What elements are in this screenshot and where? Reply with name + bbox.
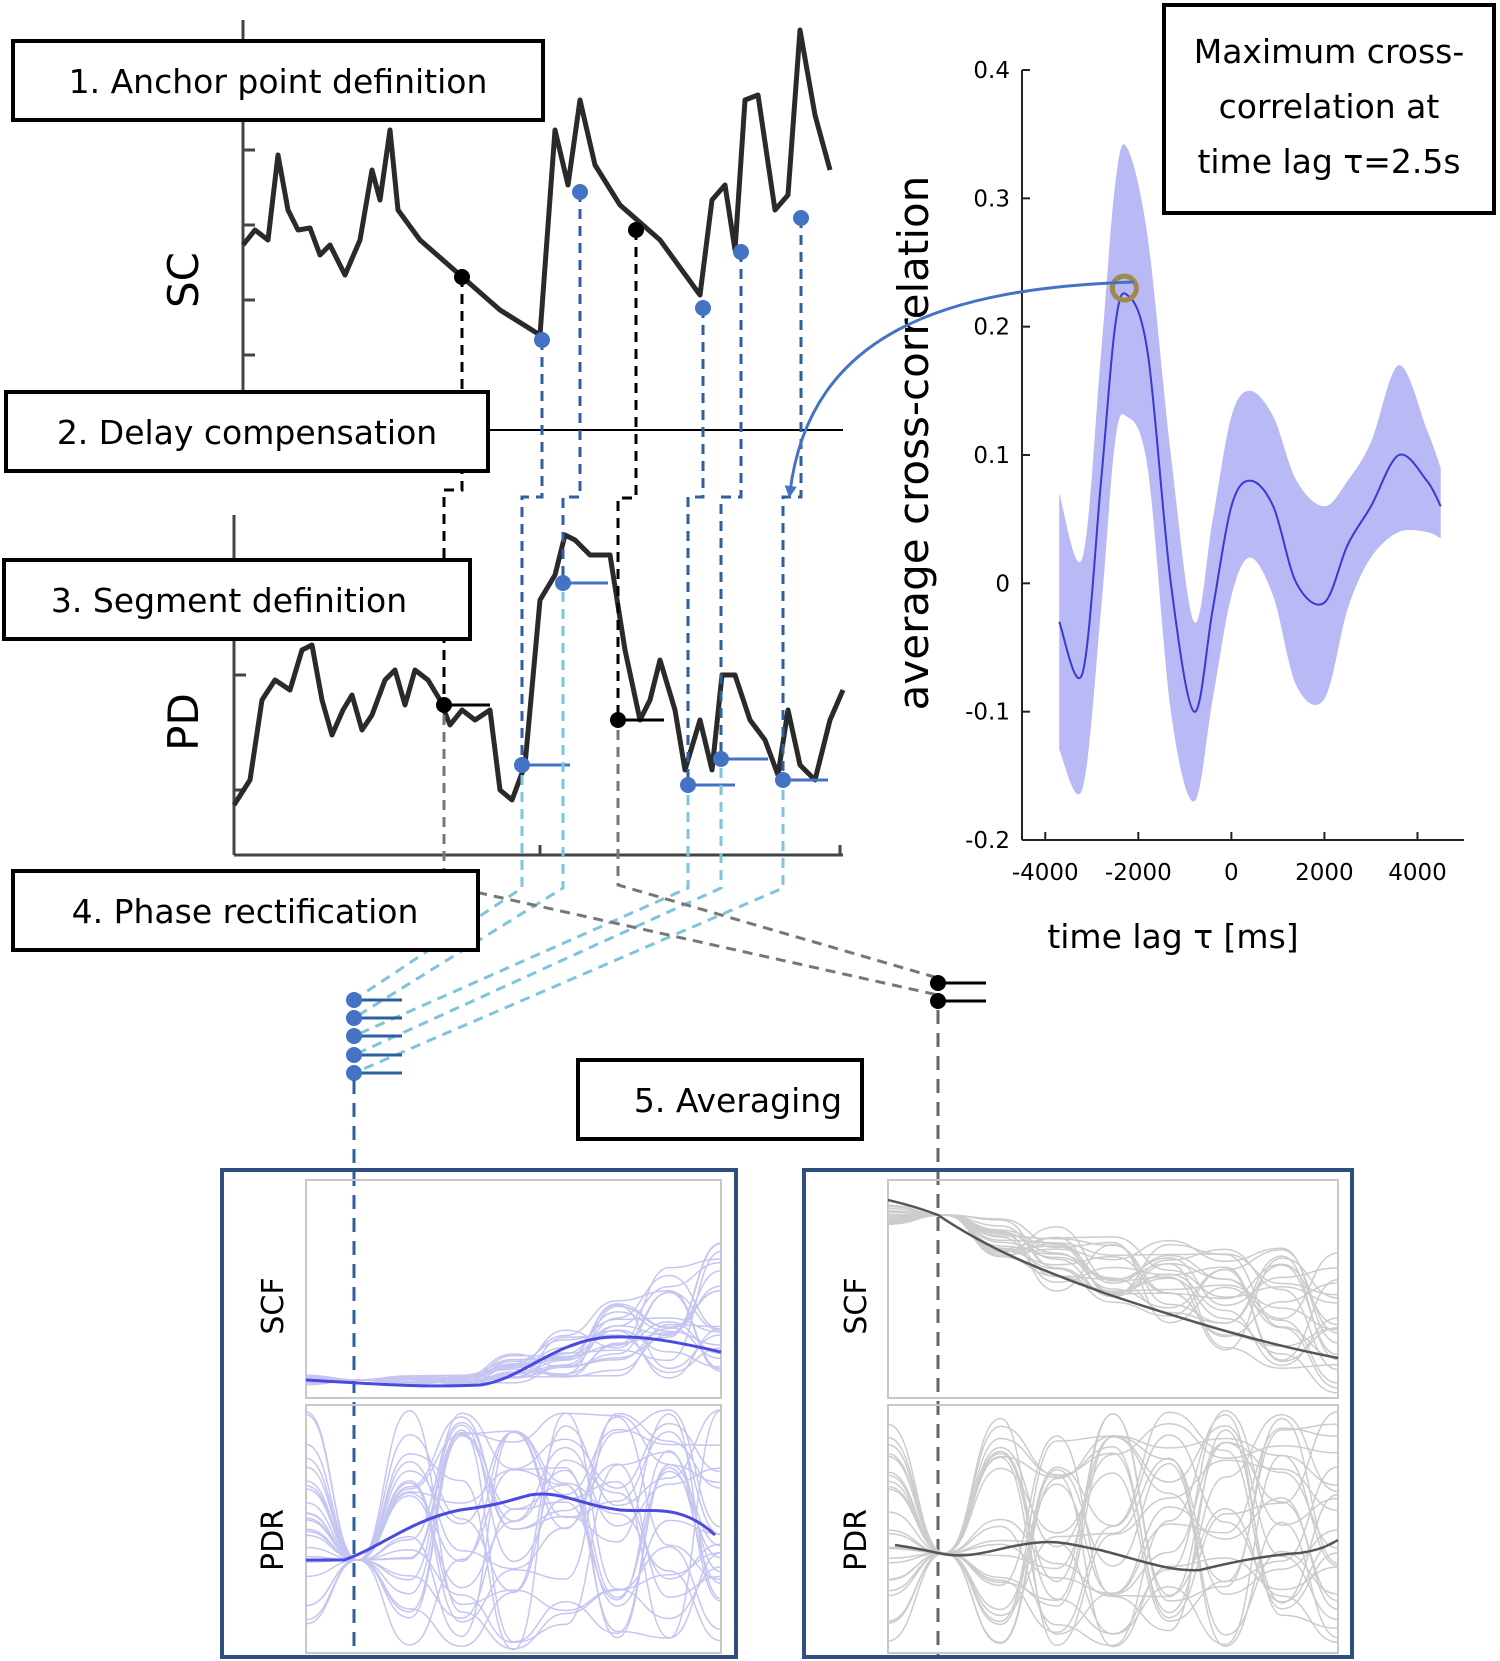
y-ticks: 0.4 0.3 0.2 0.1 0 -0.1 -0.2	[965, 58, 1030, 854]
trial-trace	[887, 1423, 1339, 1583]
trial-trace	[305, 1409, 722, 1639]
trial-trace	[887, 1214, 1339, 1361]
trial-trace	[305, 1451, 722, 1644]
sc-label: SC	[159, 252, 208, 308]
averaging-panel-blue: SCF PDR	[220, 1168, 738, 1659]
y-tick-label: 0	[995, 571, 1010, 597]
svg-text:5. Averaging: 5. Averaging	[634, 1081, 842, 1120]
svg-text:1. Anchor point definition: 1. Anchor point definition	[69, 62, 488, 101]
x-tick-label: -4000	[1012, 860, 1079, 886]
pdr-average-line	[306, 1492, 717, 1562]
trial-trace	[887, 1214, 1339, 1389]
svg-text:3. Segment definition: 3. Segment definition	[51, 581, 407, 620]
sc-signal-trace	[241, 27, 833, 338]
svg-text:4. Phase rectification: 4. Phase rectification	[72, 892, 419, 931]
pd-axis	[232, 515, 843, 857]
trial-trace	[887, 1214, 1339, 1356]
annotation-line-2: correlation at	[1219, 87, 1440, 126]
trial-trace	[305, 1421, 722, 1607]
step-box-2: 2. Delay compensation	[4, 390, 490, 473]
trial-trace	[887, 1429, 1339, 1632]
trial-trace	[887, 1454, 1339, 1646]
trial-trace	[305, 1430, 722, 1563]
trial-trace	[887, 1210, 1339, 1331]
trial-trace	[305, 1459, 722, 1648]
y-tick-label: 0.1	[973, 443, 1010, 469]
y-axis-title: average cross-correlation	[889, 176, 938, 711]
trial-trace	[887, 1413, 1339, 1602]
step-box-1: 1. Anchor point definition	[11, 39, 545, 122]
rectification-lines-light-blue	[353, 592, 785, 1075]
y-tick-label: 0.4	[973, 58, 1010, 84]
trial-trace	[887, 1214, 1339, 1351]
annotation-box: Maximum cross- correlation at time lag τ…	[1162, 3, 1496, 215]
x-tick-label: 4000	[1388, 860, 1447, 886]
x-ticks: -4000 -2000 0 2000 4000	[1012, 832, 1447, 886]
trial-trace	[887, 1204, 1339, 1363]
trial-trace	[887, 1422, 1339, 1622]
trial-trace	[305, 1242, 722, 1385]
trial-trace	[887, 1413, 1339, 1603]
trial-trace	[305, 1416, 722, 1581]
x-tick-label: -2000	[1105, 860, 1172, 886]
y-tick-label: -0.2	[965, 828, 1010, 854]
pdr-trial-traces	[305, 1409, 722, 1651]
anchor-connector-black-2	[616, 230, 638, 720]
pdr-trial-traces-gray	[887, 1409, 1339, 1648]
annotation-line-3: time lag τ=2.5s	[1197, 142, 1460, 181]
svg-text:2. Delay compensation: 2. Delay compensation	[57, 413, 437, 452]
trial-trace	[887, 1213, 1339, 1371]
step-box-4: 4. Phase rectification	[11, 869, 480, 952]
trial-trace	[887, 1214, 1339, 1334]
trial-trace	[305, 1428, 722, 1638]
x-tick-label: 0	[1224, 860, 1239, 886]
mean-cross-correlation-line	[1058, 292, 1442, 713]
step-box-3: 3. Segment definition	[2, 558, 472, 641]
anchor-connector-black-1	[442, 277, 464, 705]
sc-anchor-points	[454, 184, 809, 348]
y-tick-label: 0.3	[973, 186, 1010, 212]
annotation-line-1: Maximum cross-	[1194, 32, 1465, 71]
confidence-band	[1059, 144, 1441, 802]
pd-segment-points	[436, 575, 828, 793]
averaging-panel-gray: SCF PDR	[802, 1168, 1354, 1659]
max-lag-arrow	[784, 280, 1135, 498]
y-tick-label: -0.1	[965, 700, 1010, 726]
scf-trial-traces-gray	[887, 1204, 1339, 1394]
cross-correlation-chart: 0.4 0.3 0.2 0.1 0 -0.1 -0.2 -4000 -2000 0 2000 400…	[889, 58, 1464, 956]
trial-trace	[305, 1411, 722, 1651]
pdr-average-line-gray	[894, 1538, 1339, 1572]
trial-trace	[305, 1412, 722, 1620]
x-tick-label: 2000	[1295, 860, 1354, 886]
right-scf-label: SCF	[839, 1277, 874, 1334]
y-tick-label: 0.2	[973, 315, 1010, 341]
x-axis-title: time lag τ [ms]	[1047, 917, 1298, 956]
trial-trace	[887, 1413, 1339, 1614]
rectified-black-markers	[930, 975, 986, 1009]
trial-trace	[887, 1214, 1339, 1320]
scf-average-line	[305, 1335, 722, 1388]
trial-trace	[305, 1409, 722, 1570]
trial-trace	[305, 1469, 722, 1625]
trial-trace	[887, 1205, 1339, 1370]
trial-trace	[887, 1466, 1339, 1622]
max-correlation-marker	[1109, 273, 1139, 303]
trial-trace	[887, 1462, 1339, 1648]
trial-trace	[887, 1417, 1339, 1647]
scf-average-line-gray	[887, 1198, 1339, 1360]
pd-signal-trace	[231, 532, 846, 807]
step-box-5: 5. Averaging	[576, 1058, 864, 1141]
left-scf-label: SCF	[256, 1277, 291, 1334]
pd-label: PD	[159, 693, 208, 751]
trial-trace	[887, 1214, 1339, 1326]
anchor-connector-blue	[520, 192, 803, 785]
rectified-blue-markers	[346, 992, 402, 1081]
scf-trial-traces	[305, 1242, 722, 1386]
left-pdr-label: PDR	[256, 1509, 291, 1571]
right-pdr-label: PDR	[839, 1509, 874, 1571]
trial-trace	[305, 1250, 722, 1382]
